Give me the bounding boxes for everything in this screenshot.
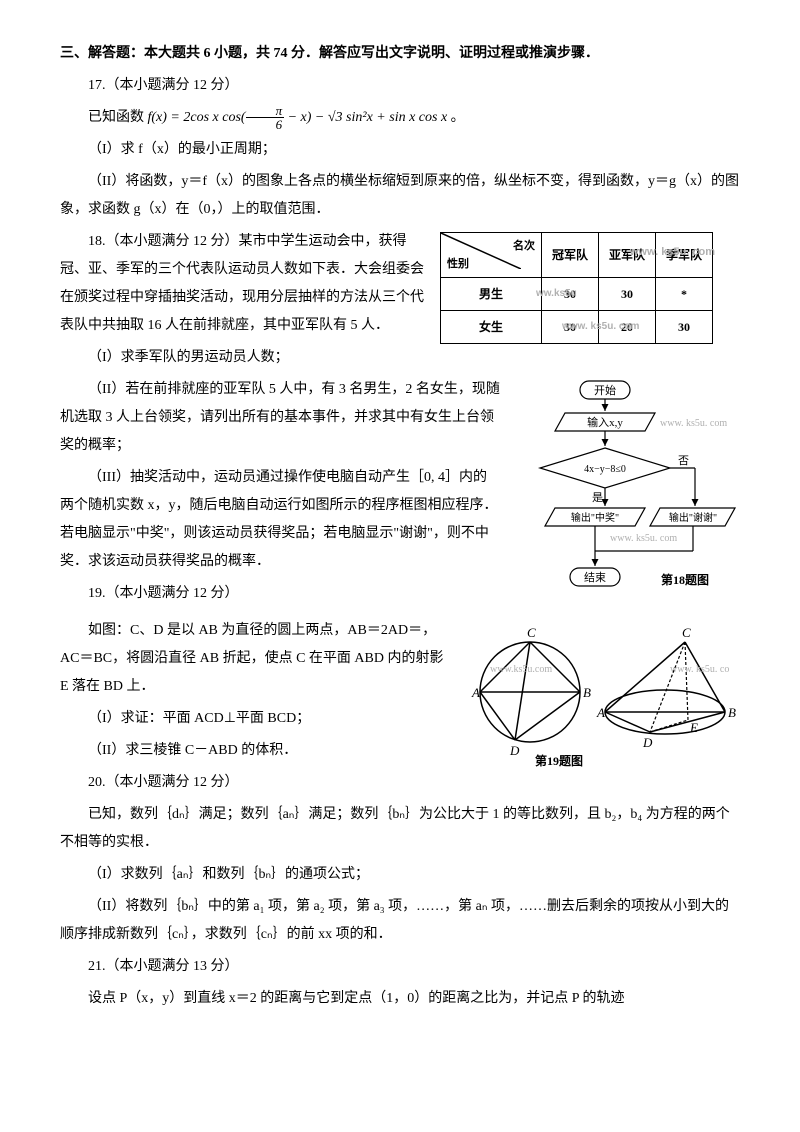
q18-table-wrapper: 名次 性别 冠军队 亚军队 www. ks5u. com 季军队 男生 ww.k… <box>440 232 740 344</box>
q17-stem: 已知函数 f(x) = 2cos x cos(π6 − x) − √3 sin²… <box>60 104 740 132</box>
labelC1: C <box>527 625 536 640</box>
q21-stem: 设点 P（x，y）到直线 x＝2 的距离与它到定点（1，0）的距离之比为，并记点… <box>60 985 740 1013</box>
flow-start: 开始 <box>594 383 616 397</box>
table-watermark-2: www. ks5u. com <box>562 317 639 337</box>
q20-stem: 已知，数列｛dₙ｝满足；数列｛aₙ｝满足；数列｛bₙ｝为公比大于 1 的等比数列… <box>60 801 740 857</box>
q17-part1: （I）求 f（x）的最小正周期； <box>60 136 740 164</box>
labelD1: D <box>509 743 520 758</box>
cell-1-0: ww.ks5u 30 <box>542 278 599 311</box>
q18-table: 名次 性别 冠军队 亚军队 www. ks5u. com 季军队 男生 ww.k… <box>440 232 713 344</box>
q17-part2: （II）将函数，y＝f（x）的图象上各点的横坐标缩短到原来的倍，纵坐标不变，得到… <box>60 168 740 224</box>
col-header-0: 冠军队 <box>542 233 599 278</box>
section-header: 三、解答题：本大题共 6 小题，共 74 分．解答应写出文字说明、证明过程或推演… <box>60 40 740 68</box>
labelB2: B <box>728 705 736 720</box>
cell-1-1: 30 <box>599 278 656 311</box>
q20-part2: （II）将数列｛bₙ｝中的第 a₁ 项，第 a₂ 项，第 a₃ 项，……，第 a… <box>60 893 740 949</box>
table-watermark-1: www. ks5u. com <box>630 241 715 263</box>
flow-out2: 输出"谢谢" <box>669 511 717 524</box>
flowchart-svg: 开始 输入x,y www. ks5u. com 4x−y−8≤0 是 否 输出"… <box>510 376 740 606</box>
labelA1: A <box>471 685 480 700</box>
diag-bottom: 性别 <box>447 253 469 275</box>
cell-1-2: * <box>656 278 713 311</box>
labelA2: A <box>596 705 605 720</box>
col-header-1: 亚军队 www. ks5u. com <box>599 233 656 278</box>
flow-yes: 是 <box>592 491 603 504</box>
q19-caption: 第19题图 <box>535 753 583 767</box>
q21-num: 21.（本小题满分 13 分） <box>60 953 740 981</box>
flow-wm1: www. ks5u. com <box>660 418 727 429</box>
flow-no: 否 <box>678 455 689 467</box>
q17-num: 17.（本小题满分 12 分） <box>60 72 740 100</box>
cell-2-2: 30 <box>656 311 713 344</box>
q20-part1: （I）求数列｛aₙ｝和数列｛bₙ｝的通项公式； <box>60 861 740 889</box>
flow-out1: 输出"中奖" <box>571 511 619 524</box>
diag-top: 名次 <box>513 235 535 257</box>
flow-caption: 第18题图 <box>661 572 709 587</box>
flow-end: 结束 <box>584 571 606 584</box>
flow-wm2: www. ks5u. com <box>610 533 677 544</box>
q19-svg: A B C D www.ks5u.com A B C D E www. ks5u… <box>460 617 740 767</box>
q17-stem-text: 已知函数 <box>88 110 148 125</box>
row2-label: 女生 <box>441 311 542 344</box>
flow-input: 输入x,y <box>587 415 623 429</box>
cell-2-0: 30 www. ks5u. com <box>542 311 599 344</box>
labelE: E <box>689 720 698 735</box>
q18-part1: （I）求季军队的男运动员人数； <box>60 344 740 372</box>
q19-wm1: www.ks5u.com <box>490 664 552 675</box>
labelB1: B <box>583 685 591 700</box>
flow-cond: 4x−y−8≤0 <box>584 464 626 475</box>
cell-wm: ww.ks5u <box>536 284 577 304</box>
q17-period: 。 <box>451 110 465 125</box>
labelD2: D <box>642 735 653 750</box>
table-diag-header: 名次 性别 <box>441 233 542 278</box>
row1-label: 男生 <box>441 278 542 311</box>
q19-figure-wrapper: A B C D www.ks5u.com A B C D E www. ks5u… <box>460 617 740 778</box>
labelC2: C <box>682 625 691 640</box>
q18-flowchart-wrapper: 开始 输入x,y www. ks5u. com 4x−y−8≤0 是 否 输出"… <box>510 376 740 617</box>
q17-formula: f(x) = 2cos x cos(π6 − x) − √3 sin²x + s… <box>148 110 448 125</box>
q19-wm2: www. ks5u. co <box>670 664 729 675</box>
